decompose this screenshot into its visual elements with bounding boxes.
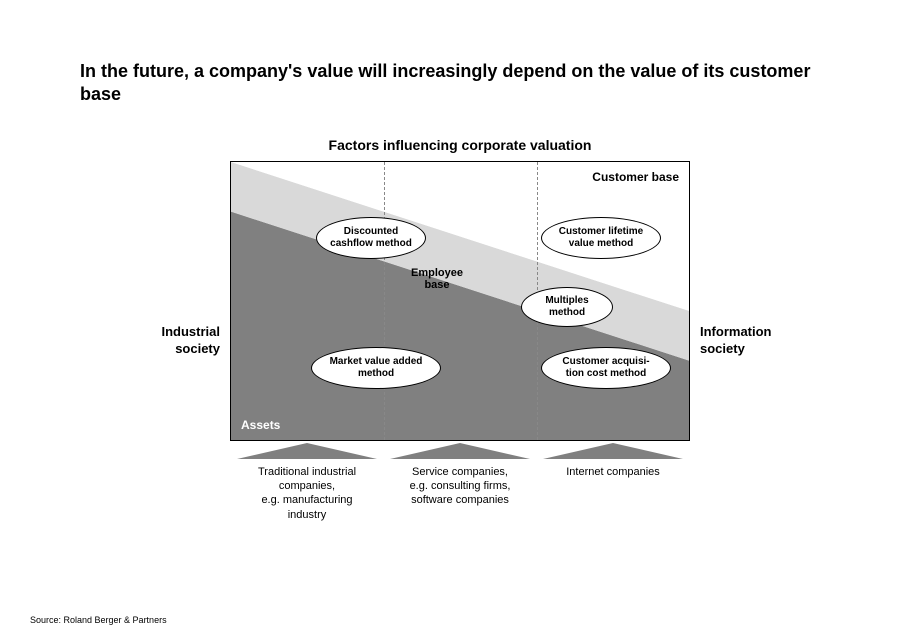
category-column: Internet companies <box>537 443 690 522</box>
page-title: In the future, a company's value will in… <box>80 60 840 107</box>
source-attribution: Source: Roland Berger & Partners <box>30 615 167 625</box>
category-arrows-row: Traditional industrial companies, e.g. m… <box>230 443 690 522</box>
up-arrow-icon <box>237 443 377 459</box>
diagram-container: Industrial society Customer base Assets … <box>80 161 840 522</box>
method-ellipse: Market value added method <box>311 347 441 389</box>
category-caption: Traditional industrial companies, e.g. m… <box>231 465 384 522</box>
label-assets: Assets <box>241 418 280 432</box>
label-employee-base: Employee base <box>411 267 463 292</box>
category-column: Service companies, e.g. consulting firms… <box>384 443 537 522</box>
up-arrow-icon <box>543 443 683 459</box>
left-axis-label: Industrial society <box>120 324 220 358</box>
diagonal-bands <box>231 162 689 440</box>
method-ellipse: Customer acquisi- tion cost method <box>541 347 671 389</box>
right-axis-label: Information society <box>700 324 800 358</box>
category-caption: Service companies, e.g. consulting firms… <box>384 465 537 508</box>
up-arrow-icon <box>390 443 530 459</box>
method-ellipse: Discounted cashflow method <box>316 217 426 259</box>
category-caption: Internet companies <box>537 465 690 479</box>
chart-subtitle: Factors influencing corporate valuation <box>80 137 840 153</box>
category-column: Traditional industrial companies, e.g. m… <box>231 443 384 522</box>
divider-1 <box>384 162 385 440</box>
chart-box: Customer base Assets Employee base Disco… <box>230 161 690 441</box>
chart-column: Customer base Assets Employee base Disco… <box>230 161 690 522</box>
method-ellipse: Multiples method <box>521 287 613 327</box>
label-customer-base: Customer base <box>592 170 679 184</box>
method-ellipse: Customer lifetime value method <box>541 217 661 259</box>
